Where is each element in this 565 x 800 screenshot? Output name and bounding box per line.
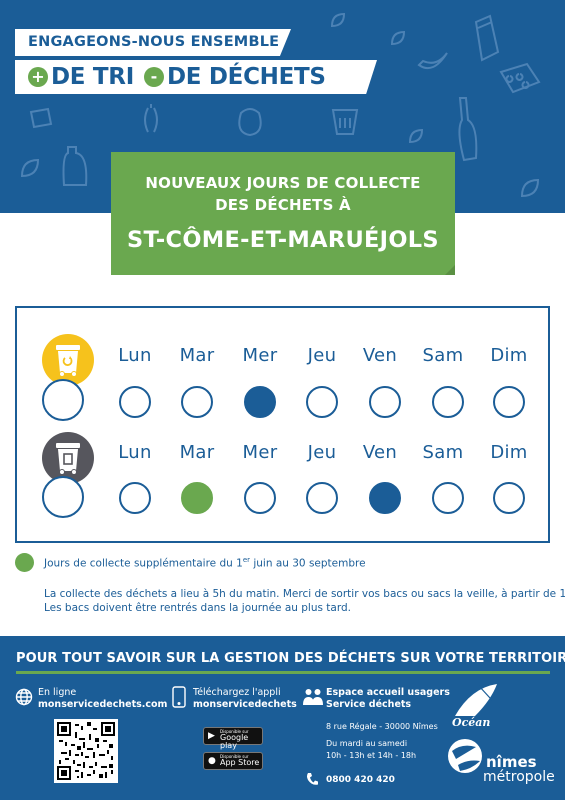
slogan-tri: DE TRI [51,64,134,90]
google-play-badge[interactable]: ▶ Disponible sur Google play [203,727,263,750]
day-dot-mer-recycling-collection [244,386,276,418]
day-label-jeu: Jeu [307,442,337,463]
legend-text: Jours de collecte supplémentaire du 1er … [44,556,366,570]
office-label: Espace accueil usagers Service déchets [326,687,450,710]
day-dot-lun-household [119,482,151,514]
day-dot-lun-recycling [119,386,151,418]
day-dot-dim-recycling [493,386,525,418]
collection-calendar: Lun Mar Mer Jeu Ven Sam Dim Lun Mar Mer … [15,306,550,543]
corner-fold [445,265,455,275]
day-label-sam: Sam [422,345,464,366]
day-label-sam: Sam [422,442,464,463]
slogan-dechets: DE DÉCHETS [166,64,326,90]
day-label-ven: Ven [362,442,398,463]
logo-ocean-text: Océan [452,716,491,729]
info-line-1: La collecte des déchets a lieu à 5h du m… [44,588,565,600]
google-play-icon: ▶ [208,731,215,741]
title-line-1: NOUVEAUX JOURS DE COLLECTE [145,174,421,192]
globe-icon [15,688,33,706]
day-label-mar: Mar [179,442,215,463]
leaf-doodle-icon [520,178,540,198]
wine-bottle-doodle-icon [458,97,478,162]
day-label-mer: Mer [242,442,278,463]
day-label-lun: Lun [118,345,152,366]
grey-bin-base-ring [42,476,84,518]
day-dot-jeu-household [306,482,338,514]
town-name: ST-CÔME-ET-MARUÉJOLS [127,227,439,253]
smartphone-icon [172,686,186,708]
plus-icon: + [28,67,48,87]
office-address: 8 rue Régale - 30000 Nîmes Du mardi au s… [326,722,438,760]
yellow-bin-base-ring [42,379,84,421]
day-label-jeu: Jeu [307,345,337,366]
ocean-sail-logo-icon [455,684,502,716]
cup-doodle-icon [331,109,359,135]
logo-nimes-text: nîmes [486,753,537,771]
slogan-line-1: ENGAGEONS-NOUS ENSEMBLE [15,29,291,56]
can-doodle-icon [29,107,53,129]
app-label: Téléchargez l'appli monservicedechets [193,687,297,710]
day-dot-mar-recycling [181,386,213,418]
day-label-dim: Dim [490,345,528,366]
day-label-dim: Dim [490,442,528,463]
grey-household-bin-icon [42,432,94,484]
day-dot-sam-recycling [432,386,464,418]
online-label: En ligne monservicedechets.com [38,687,168,710]
footer-divider [16,671,550,674]
phone-icon [307,773,318,785]
leaf-doodle-icon [408,128,424,144]
collection-title-box: NOUVEAUX JOURS DE COLLECTE DES DÉCHETS À… [111,152,455,275]
bottle-doodle-icon [474,14,500,62]
banana-doodle-icon [417,52,448,69]
online-site-link[interactable]: monservicedechets.com [38,699,168,710]
info-line-2: Les bacs doivent être rentrés dans la jo… [44,602,351,614]
day-dot-mer-household [244,482,276,514]
yellow-recycling-bin-icon [42,334,94,386]
day-dot-jeu-recycling [306,386,338,418]
footer-title: POUR TOUT SAVOIR SUR LA GESTION DES DÉCH… [16,651,565,666]
day-label-mar: Mar [179,345,215,366]
jug-doodle-icon [62,146,88,186]
apple-core-doodle-icon [144,104,158,133]
app-store-badge[interactable]: ● Disponible sur App Store [203,752,263,770]
day-label-lun: Lun [118,442,152,463]
qr-code [54,719,118,783]
slogan-line-2: + DE TRI - DE DÉCHETS [15,60,377,94]
logo-metropole-text: métropole [483,769,555,785]
apple-icon: ● [208,756,216,766]
day-dot-sam-household [432,482,464,514]
leaf-doodle-icon [390,30,406,46]
day-dot-ven-household-collection [369,482,401,514]
day-label-ven: Ven [362,345,398,366]
collection-info: La collecte des déchets a lieu à 5h du m… [44,587,565,615]
egg-box-doodle-icon [499,62,541,94]
day-dot-mar-household-extra-collection [181,482,213,514]
people-icon [303,689,323,705]
day-label-mer: Mer [242,345,278,366]
leaf-doodle-icon [330,12,346,28]
minus-icon: - [143,67,164,87]
phone-number[interactable]: 0800 420 420 [326,775,395,785]
legend-green-dot [15,553,34,572]
footer: POUR TOUT SAVOIR SUR LA GESTION DES DÉCH… [0,636,565,800]
title-line-2: DES DÉCHETS À [215,196,351,214]
bag-doodle-icon [238,108,262,137]
day-dot-ven-recycling [369,386,401,418]
nimes-globe-logo-icon [448,739,482,773]
day-dot-dim-household [493,482,525,514]
leaf-doodle-icon [20,158,40,178]
